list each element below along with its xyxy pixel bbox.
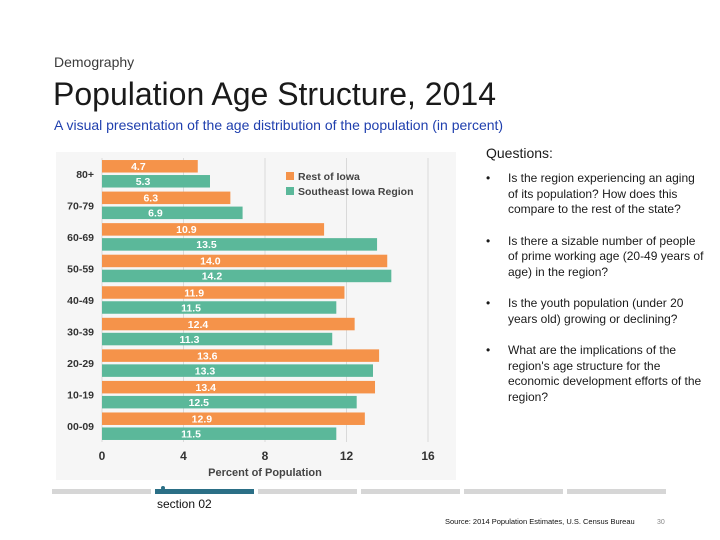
bar	[102, 286, 345, 299]
bar	[102, 412, 365, 425]
bar	[102, 364, 373, 377]
questions-heading: Questions:	[486, 145, 553, 161]
bullet-icon: •	[486, 171, 491, 185]
bar	[102, 380, 376, 394]
category-label: 60-69	[67, 232, 94, 244]
progress-segment	[52, 489, 151, 494]
category-label: 20-29	[67, 358, 94, 370]
x-tick-label: 12	[340, 449, 354, 463]
progress-segment	[567, 489, 666, 494]
bar	[102, 191, 231, 205]
page-title: Population Age Structure, 2014	[53, 76, 496, 112]
data-label: 13.3	[195, 365, 216, 377]
question-text: Is the region experiencing an aging of i…	[508, 171, 695, 216]
data-label: 13.4	[196, 382, 217, 394]
data-label: 10.9	[176, 224, 197, 236]
progress-segment	[155, 489, 254, 494]
data-label: 13.6	[197, 350, 218, 362]
bar	[102, 238, 378, 251]
bar	[102, 427, 337, 440]
category-label: 00-09	[67, 421, 94, 433]
data-label: 5.3	[136, 176, 151, 188]
data-label: 6.3	[143, 193, 158, 205]
question-text: Is the youth population (under 20 years …	[508, 296, 684, 326]
bar	[102, 206, 243, 220]
section-marker-dot	[161, 486, 165, 490]
x-tick-label: 16	[421, 449, 435, 463]
questions-panel: Questions: • Is the region experiencing a…	[486, 145, 706, 421]
questions-list: • Is the region experiencing an aging of …	[486, 171, 706, 405]
data-label: 4.7	[131, 161, 146, 173]
section-kicker: Demography	[54, 54, 135, 70]
data-label: 14.0	[200, 256, 221, 268]
data-label: 12.4	[188, 319, 209, 331]
section-label: section 02	[157, 497, 212, 511]
bullet-icon: •	[486, 343, 491, 357]
data-label: 13.5	[196, 239, 217, 251]
category-label: 50-59	[67, 263, 94, 275]
data-label: 11.9	[184, 287, 204, 299]
age-structure-chart: 0 4 8 12 16 80+ 4.7 5.3 70-79 6.3 6.9 60-69 10.9 13.5…	[56, 152, 456, 480]
bar	[102, 332, 333, 346]
bullet-icon: •	[486, 233, 491, 248]
bar	[102, 317, 355, 331]
data-label: 12.9	[192, 413, 213, 425]
progress-segment	[361, 489, 460, 494]
data-label: 11.5	[181, 428, 201, 440]
x-tick-label: 4	[180, 449, 187, 463]
legend-label: Southeast Iowa Region	[298, 186, 414, 198]
progress-segment	[258, 489, 357, 494]
bar	[102, 175, 210, 188]
legend-swatch	[286, 172, 294, 180]
page-number: 30	[657, 519, 665, 526]
legend-label: Rest of Iowa	[298, 171, 360, 183]
source-note: Source: 2014 Population Estimates, U.S. …	[445, 517, 635, 526]
x-tick-label: 0	[99, 449, 106, 463]
bar	[102, 301, 337, 314]
x-axis-title: Percent of Population	[208, 467, 322, 479]
section-progress-bar	[52, 489, 666, 495]
page-subtitle: A visual presentation of the age distrib…	[54, 117, 504, 133]
category-label: 70-79	[67, 200, 94, 212]
bar	[102, 160, 198, 173]
data-label: 14.2	[202, 271, 223, 283]
bar	[102, 395, 357, 409]
bar	[102, 223, 325, 236]
question-text: Is there a sizable number of people of p…	[508, 233, 704, 279]
category-label: 80+	[76, 169, 94, 181]
category-label: 10-19	[67, 390, 94, 402]
bar	[102, 254, 388, 268]
data-label: 11.3	[180, 334, 200, 346]
data-label: 12.5	[189, 397, 210, 409]
bar	[102, 269, 392, 283]
question-item: • Is there a sizable number of people of …	[486, 234, 706, 281]
progress-segment	[464, 489, 563, 494]
category-label: 30-39	[67, 327, 94, 339]
legend-swatch	[286, 187, 294, 195]
question-item: • Is the region experiencing an aging of …	[486, 171, 706, 218]
data-label: 11.5	[181, 302, 201, 314]
chart-canvas: 0 4 8 12 16 80+ 4.7 5.3 70-79 6.3 6.9 60-69 10.9 13.5…	[67, 158, 435, 479]
category-label: 40-49	[67, 295, 94, 307]
question-item: • Is the youth population (under 20 years…	[486, 296, 706, 327]
data-label: 6.9	[148, 208, 163, 220]
bullet-icon: •	[486, 296, 491, 310]
bar	[102, 349, 380, 362]
x-tick-label: 8	[262, 449, 269, 463]
question-item: • What are the implications of the region…	[486, 343, 706, 405]
question-text: What are the implications of the region'…	[508, 343, 702, 404]
